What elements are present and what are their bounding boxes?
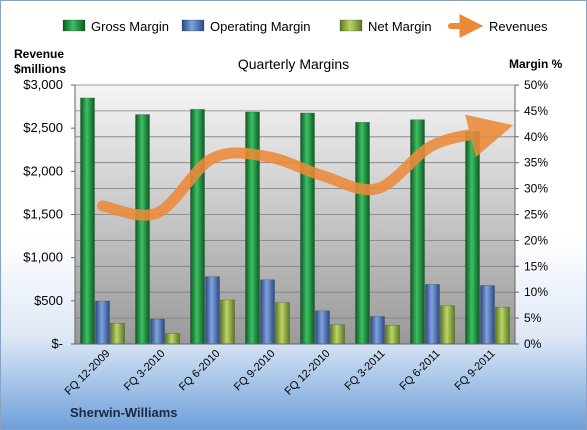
category-label: FQ 3-2011 [343, 348, 388, 393]
operating-margin-bar [425, 284, 440, 345]
right-tick-label: 40% [524, 130, 548, 144]
left-tick-label: $2,500 [23, 120, 63, 135]
net-margin-bar [385, 325, 400, 345]
net-margin-bar [495, 306, 510, 345]
left-axis-title-line2: $millions [14, 62, 67, 76]
operating-margin-bar [260, 279, 275, 345]
left-tick-label: $1,000 [23, 250, 63, 265]
left-tick-label: $2,000 [23, 163, 63, 178]
right-tick-label: 20% [524, 233, 548, 247]
operating-margin-bar [315, 310, 330, 345]
legend-label: Net Margin [368, 19, 432, 34]
gross-margin-bar [465, 131, 480, 345]
right-tick-label: 5% [524, 311, 542, 325]
net-margin-bar [440, 305, 455, 345]
net-margin-bar [110, 323, 125, 345]
net-margin-bar [275, 302, 290, 345]
right-tick-label: 25% [524, 208, 548, 222]
operating-margin-bar [95, 300, 110, 345]
net-margin-bar [165, 333, 180, 345]
left-axis-title-line1: Revenue [14, 47, 65, 61]
category-label: FQ 9-2010 [232, 348, 278, 394]
legend-label: Gross Margin [91, 19, 169, 34]
right-axis-title: Margin % [509, 57, 563, 71]
gross-margin-bar [245, 111, 260, 345]
company-name: Sherwin-Williams [70, 405, 178, 420]
left-tick-label: $1,500 [23, 207, 63, 222]
left-tick-label: $- [51, 336, 63, 351]
operating-margin-bar [205, 276, 220, 345]
operating-margin-bar [480, 285, 495, 345]
category-label: FQ 6-2010 [177, 348, 223, 394]
legend-label: Revenues [489, 19, 548, 34]
operating-margin-bar [150, 318, 165, 345]
gross-margin-bar [135, 114, 150, 345]
category-label: FQ 12-2009 [63, 348, 113, 398]
right-tick-label: 15% [524, 259, 548, 273]
gross-margin-bar [190, 109, 205, 345]
category-label: FQ 9-2011 [453, 348, 498, 393]
legend: Gross Margin Operating Margin Net Margin Re… [62, 14, 548, 38]
category-label: FQ 3-2010 [122, 348, 168, 394]
revenues-line [97, 114, 514, 221]
operating-margin-bar [370, 316, 385, 345]
right-tick-label: 50% [524, 78, 548, 92]
gross-margin-bar [300, 112, 315, 345]
legend-swatch [62, 19, 86, 32]
right-tick-label: 35% [524, 156, 548, 170]
net-margin-bar [220, 299, 235, 345]
legend-label: Operating Margin [210, 19, 310, 34]
gross-margin-bar [355, 122, 370, 345]
left-tick-label: $500 [34, 293, 63, 308]
legend-swatch [339, 19, 363, 32]
chart-title: Quarterly Margins [237, 56, 350, 72]
net-margin-bar [330, 324, 345, 345]
right-tick-label: 45% [524, 104, 548, 118]
right-tick-label: 10% [524, 285, 548, 299]
right-tick-label: 0% [524, 337, 542, 351]
category-label: FQ 12-2010 [283, 348, 333, 398]
left-tick-label: $3,000 [23, 77, 63, 92]
right-tick-label: 30% [524, 182, 548, 196]
gross-margin-bar [80, 97, 95, 345]
legend-swatch [181, 19, 205, 32]
category-label: FQ 6-2011 [398, 348, 443, 393]
